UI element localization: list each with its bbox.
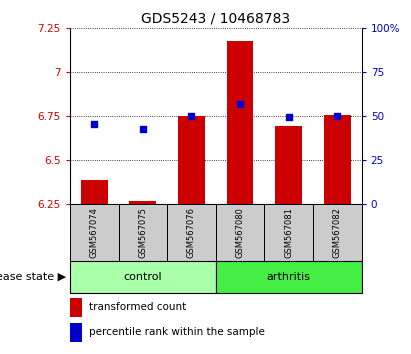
Point [188, 113, 195, 119]
Bar [70, 298, 82, 317]
Point [286, 114, 292, 120]
Bar [70, 322, 82, 342]
Text: control: control [124, 272, 162, 282]
Text: transformed count: transformed count [89, 302, 187, 312]
Text: GSM567074: GSM567074 [90, 207, 99, 258]
Bar [167, 204, 216, 261]
Text: disease state ▶: disease state ▶ [0, 272, 66, 282]
Bar [324, 115, 351, 204]
Bar [227, 41, 254, 204]
Bar [70, 204, 118, 261]
Bar [81, 180, 108, 204]
Point [140, 126, 146, 132]
Bar [275, 126, 302, 204]
Title: GDS5243 / 10468783: GDS5243 / 10468783 [141, 12, 290, 26]
Bar [216, 261, 362, 293]
Bar [129, 201, 156, 204]
Text: GSM567075: GSM567075 [139, 207, 147, 258]
Text: GSM567082: GSM567082 [333, 207, 342, 258]
Bar [313, 204, 362, 261]
Text: GSM567080: GSM567080 [236, 207, 245, 258]
Bar [264, 204, 313, 261]
Bar [216, 204, 264, 261]
Text: GSM567076: GSM567076 [187, 207, 196, 258]
Point [91, 121, 97, 127]
Text: percentile rank within the sample: percentile rank within the sample [89, 327, 265, 337]
Text: arthritis: arthritis [267, 272, 311, 282]
Bar [70, 261, 216, 293]
Point [334, 113, 341, 119]
Text: GSM567081: GSM567081 [284, 207, 293, 258]
Bar [178, 116, 205, 204]
Bar [118, 204, 167, 261]
Point [237, 101, 243, 107]
